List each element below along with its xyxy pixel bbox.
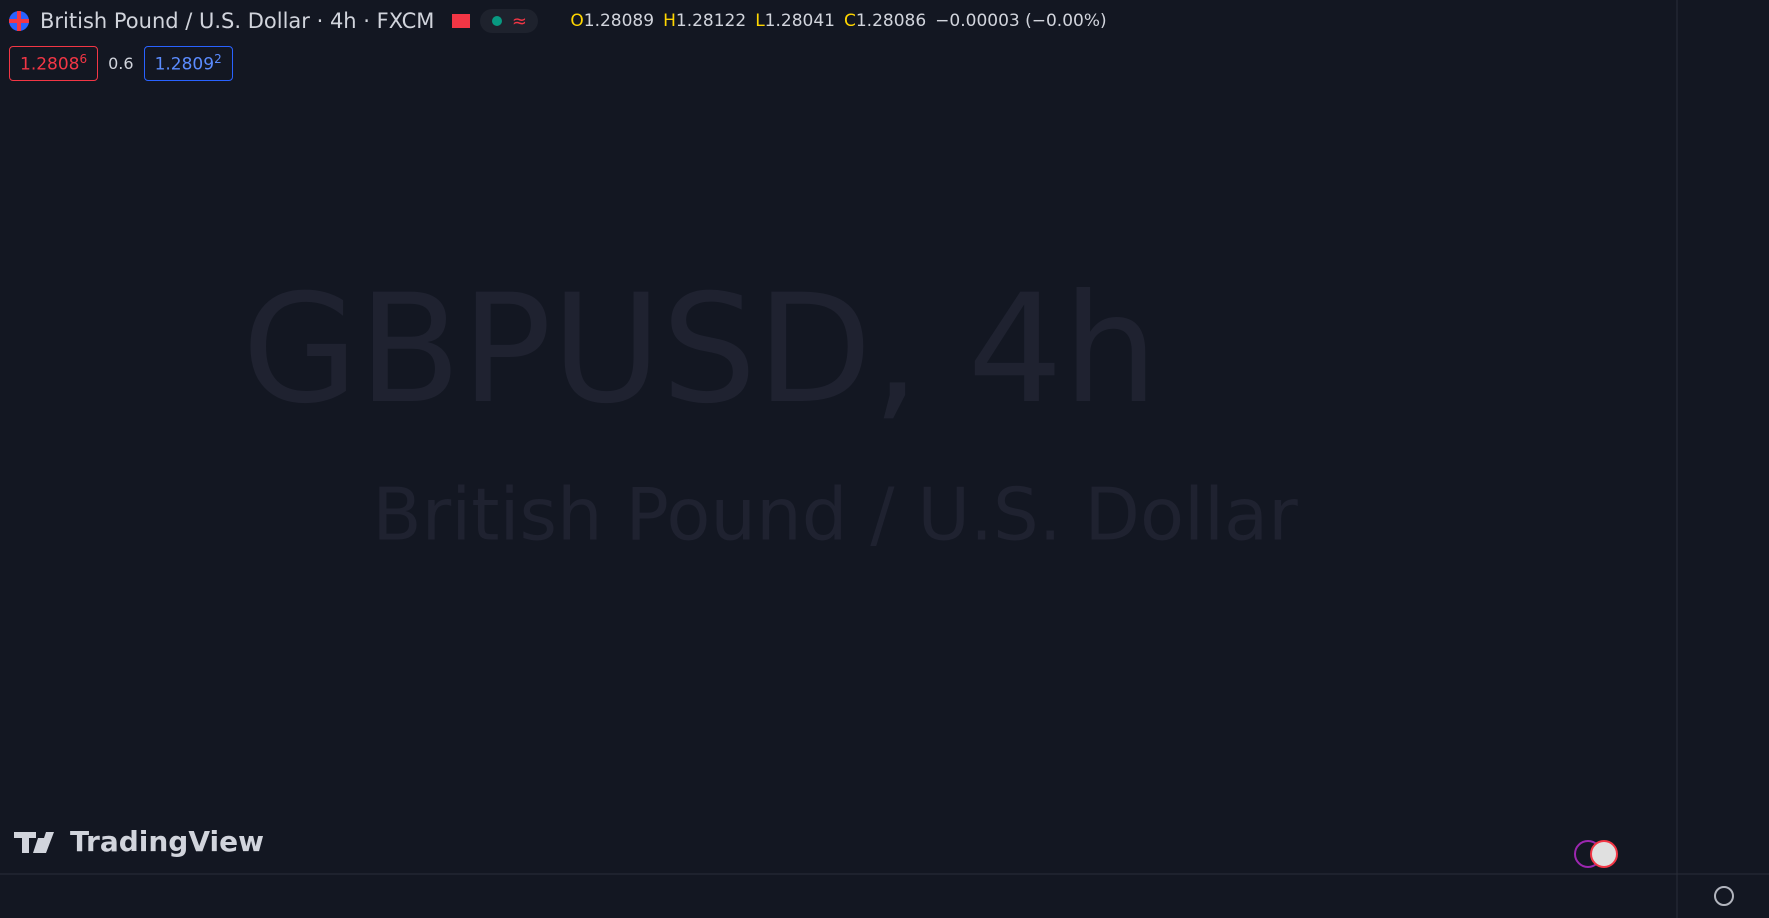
ohlc-item: O1.28089 bbox=[570, 11, 654, 31]
ohlc-letter: O bbox=[570, 11, 584, 31]
ohlc-letter: C bbox=[843, 11, 856, 31]
bid-price: 1.2808 bbox=[20, 54, 80, 75]
logo-mark bbox=[14, 832, 54, 853]
status-pill[interactable]: ≈ bbox=[480, 9, 539, 33]
ohlc-item: H1.28122 bbox=[663, 11, 746, 31]
ohlc-item: C1.28086 bbox=[844, 11, 926, 31]
ohlc-item: L1.28041 bbox=[755, 11, 835, 31]
ohlc-letter: L bbox=[755, 11, 765, 31]
flag-marker bbox=[452, 14, 471, 28]
bid-box[interactable]: 1.28086 bbox=[9, 46, 99, 81]
settings-icon[interactable] bbox=[1714, 886, 1734, 906]
ohlc-letter: H bbox=[663, 11, 676, 31]
spread: 0.6 bbox=[108, 53, 134, 73]
ask-price: 1.2809 bbox=[154, 54, 215, 75]
symbol-title[interactable]: British Pound / U.S. Dollar · 4h · FXCM bbox=[40, 9, 435, 33]
quotes: 1.28086 0.6 1.28092 bbox=[9, 46, 233, 81]
watermark-symbol: GBPUSD, 4h bbox=[242, 263, 1158, 437]
ohlc-value: 1.28122 bbox=[675, 11, 747, 31]
logo-text: TradingView bbox=[70, 825, 264, 858]
ohlc-value: 1.28089 bbox=[583, 11, 655, 31]
header: British Pound / U.S. Dollar · 4h · FXCM … bbox=[8, 6, 1107, 36]
ohlc: O1.28089 H1.28122 L1.28041 C1.28086 −0.00003… bbox=[570, 11, 1106, 31]
event-icon[interactable] bbox=[1590, 840, 1618, 868]
ohlc-value: 1.28086 bbox=[855, 11, 927, 31]
flag-icon bbox=[9, 11, 29, 31]
ask-pip: 2 bbox=[214, 52, 222, 66]
ohlc-value: 1.28041 bbox=[764, 11, 835, 31]
watermark-name: British Pound / U.S. Dollar bbox=[372, 473, 1298, 557]
logo: TradingView bbox=[14, 825, 264, 858]
change: −0.00003 (−0.00%) bbox=[935, 11, 1107, 31]
bid-pip: 6 bbox=[79, 52, 88, 66]
ask-box[interactable]: 1.28092 bbox=[143, 46, 233, 81]
